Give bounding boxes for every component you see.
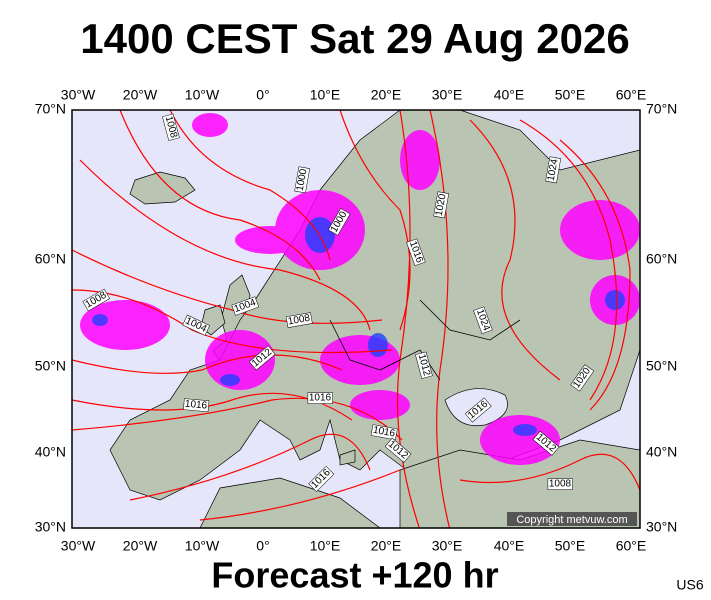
isobar-label: 1020 (434, 193, 449, 217)
longitude-label: 30°E (432, 87, 463, 103)
longitude-label: 20°E (371, 87, 402, 103)
latitude-label: 50°N (35, 358, 66, 374)
latitude-label: 40°N (35, 444, 66, 460)
longitude-label: 50°E (555, 538, 586, 554)
isobar-label-box (532, 430, 560, 456)
longitude-label: 10°W (185, 87, 220, 103)
map-area (72, 110, 640, 528)
latitude-label: 70°N (646, 101, 677, 117)
isobar-label-box (370, 424, 398, 441)
longitude-label: 30°W (61, 538, 96, 554)
longitude-label: 20°W (123, 87, 158, 103)
isobar-label-box (82, 288, 111, 312)
longitude-label: 60°E (616, 87, 647, 103)
latitude-label: 60°N (35, 251, 66, 267)
copyright: Copyright metvuw.com (516, 514, 627, 526)
isobar-label-box (231, 296, 260, 316)
isobar-label: 1016 (372, 425, 396, 440)
isobar-label: 1016 (309, 393, 332, 404)
isobar-label-box (545, 156, 562, 184)
isobar-label-box (182, 314, 210, 336)
longitude-label: 10°W (185, 538, 220, 554)
longitude-label: 0° (256, 538, 269, 554)
longitude-label: 40°E (494, 87, 525, 103)
isobar-label-box (183, 398, 210, 412)
isobar-label-box (307, 392, 333, 404)
longitude-label: 50°E (555, 87, 586, 103)
isobar-label-box (308, 465, 335, 492)
model-code: US6 (676, 577, 703, 593)
longitude-label: 60°E (616, 538, 647, 554)
latitude-label: 30°N (35, 519, 66, 535)
latitude-label: 70°N (35, 101, 66, 117)
isobar-label: 1000 (295, 168, 310, 192)
title: 1400 CEST Sat 29 Aug 2026 (80, 15, 629, 62)
isobar-label-box (570, 364, 595, 392)
longitude-label: 20°W (123, 538, 158, 554)
copyright-box (507, 512, 637, 526)
isobar-label-box (294, 166, 311, 194)
isobar-label-box (473, 306, 493, 335)
isobar-label-box (406, 238, 426, 267)
longitude-label: 40°E (494, 538, 525, 554)
isobar-label: 1008 (287, 313, 311, 328)
latitude-label: 40°N (646, 444, 677, 460)
isobar-label-box (433, 191, 450, 219)
isobar-label-box (162, 113, 180, 141)
isobar-label-box (248, 345, 276, 371)
isobar-label: 1008 (549, 479, 572, 490)
forecast-label: Forecast +120 hr (211, 555, 498, 596)
longitude-label: 30°W (61, 87, 96, 103)
longitude-label: 30°E (432, 538, 463, 554)
isobar-label: 1016 (184, 399, 208, 412)
map-frame (71, 109, 641, 529)
isobar-label-box (384, 437, 412, 463)
longitude-label: 20°E (371, 538, 402, 554)
isobar-label-box (415, 351, 433, 379)
isobar-label-box (327, 208, 351, 236)
longitude-label: 0° (256, 87, 269, 103)
isobar-label-box (285, 312, 313, 328)
latitude-label: 50°N (646, 358, 677, 374)
isobar-label-box (547, 478, 573, 490)
longitude-label: 10°E (310, 538, 341, 554)
isobar-label-box (464, 397, 492, 423)
isobar-label: 1024 (546, 158, 561, 182)
latitude-label: 30°N (646, 519, 677, 535)
latitude-label: 60°N (646, 251, 677, 267)
longitude-label: 10°E (310, 87, 341, 103)
